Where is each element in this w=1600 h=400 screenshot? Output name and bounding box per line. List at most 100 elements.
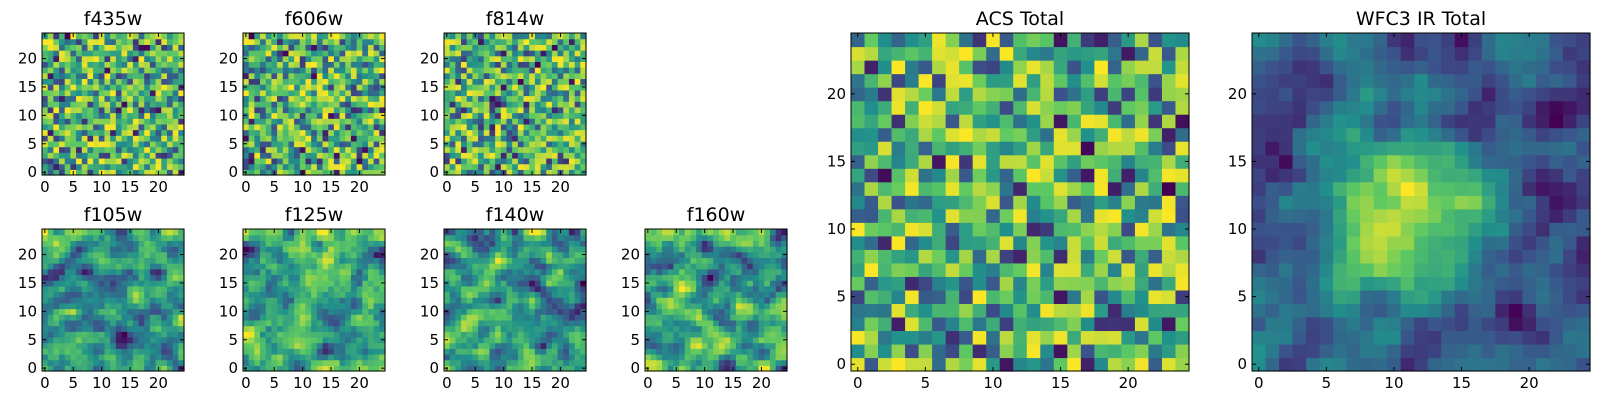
heatmap-cell [64,274,71,281]
heatmap-cell [478,280,485,287]
heatmap-cell [144,251,151,258]
heatmap-cell [724,280,731,287]
heatmap-cell [333,285,341,293]
heatmap-cell [1107,357,1122,372]
heatmap-cell [684,331,692,338]
heatmap-cell [444,38,451,45]
heatmap-cell [461,61,468,68]
heatmap-cell [260,336,267,344]
heatmap-cell [379,89,386,97]
heatmap-cell [500,38,508,45]
heatmap-cell [305,285,312,293]
heatmap-cell [551,263,559,270]
heatmap-cell [999,289,1014,304]
heatmap-cell [53,353,60,361]
heatmap-cell [568,291,576,298]
heatmap-cell [87,240,94,247]
heatmap-cell [53,50,60,57]
heatmap-cell [87,319,94,327]
heatmap-cell [1161,181,1177,196]
heatmap-cell [557,140,564,148]
heatmap-cell [93,38,100,45]
heatmap-cell [517,274,525,281]
heatmap-cell [568,280,576,287]
heatmap-cell [260,291,267,298]
heatmap-cell [127,359,134,366]
heatmap-cell [178,123,185,131]
heatmap-cell [574,169,581,176]
heatmap-cell [70,353,77,361]
heatmap-cell [534,274,542,281]
heatmap-cell [316,229,324,236]
heatmap-cell [243,263,250,270]
heatmap-cell [110,314,117,321]
heatmap-cell [752,359,760,366]
heatmap-cell [53,146,60,153]
heatmap-cell [373,89,380,97]
heatmap-cell [568,140,576,148]
heatmap-cell [265,246,272,253]
heatmap-cell [864,330,879,345]
heatmap-cell [455,135,462,142]
heatmap-cell [673,325,680,332]
y-tick-label: 5 [228,135,238,153]
heatmap-cell [534,325,542,332]
heatmap-cell [265,152,272,159]
heatmap-cell [1148,222,1163,237]
heatmap-cell [568,106,576,114]
heatmap-cell [166,314,174,321]
heatmap-cell [495,112,502,119]
heatmap-cell [254,308,261,315]
heatmap-cell [59,72,66,80]
heatmap-cell [305,359,312,366]
heatmap-cell [540,251,547,258]
heatmap-cell [288,240,295,247]
heatmap-cell [64,268,71,276]
heatmap-cell [472,257,479,264]
heatmap-cell [551,246,559,253]
heatmap-cell [98,302,106,310]
heatmap-cell [254,89,261,97]
heatmap-cell [373,353,380,361]
heatmap-cell [265,251,272,258]
heatmap-cell [444,274,451,281]
heatmap-cell [1134,343,1150,359]
heatmap-cell [345,280,352,287]
heatmap-cell [752,274,760,281]
heatmap-cell [905,276,920,291]
heatmap-cell [64,163,71,170]
heatmap-cell [764,263,771,270]
heatmap-cell [540,263,547,270]
heatmap-cell [299,61,307,68]
heatmap-cell [506,33,513,40]
heatmap-cell [379,342,386,349]
heatmap-cell [455,353,462,361]
heatmap-cell [673,257,680,264]
heatmap-cell [1080,262,1095,277]
heatmap-cell [1026,289,1041,304]
heatmap-cell [333,325,341,332]
heatmap-cell [758,353,765,361]
heatmap-cell [500,291,508,298]
heatmap-cell [747,257,754,264]
heatmap-cell [345,365,352,372]
heatmap-cell [339,140,346,148]
heatmap-cell [172,359,179,366]
heatmap-cell [444,118,451,125]
heatmap-cell [529,146,536,153]
heatmap-cell [333,72,341,80]
heatmap-cell [489,359,496,366]
heatmap-cell [540,72,547,80]
heatmap-cell [986,289,1001,304]
heatmap-cell [650,240,657,247]
heatmap-cell [356,302,363,310]
heatmap-cell [667,280,674,287]
heatmap-cell [455,319,462,327]
heatmap-cell [243,359,250,366]
heatmap-cell [512,140,519,148]
heatmap-cell [367,285,375,293]
heatmap-cell [500,55,508,62]
heatmap-cell [59,78,66,85]
heatmap-cell [356,61,363,68]
heatmap-cell [260,146,267,153]
